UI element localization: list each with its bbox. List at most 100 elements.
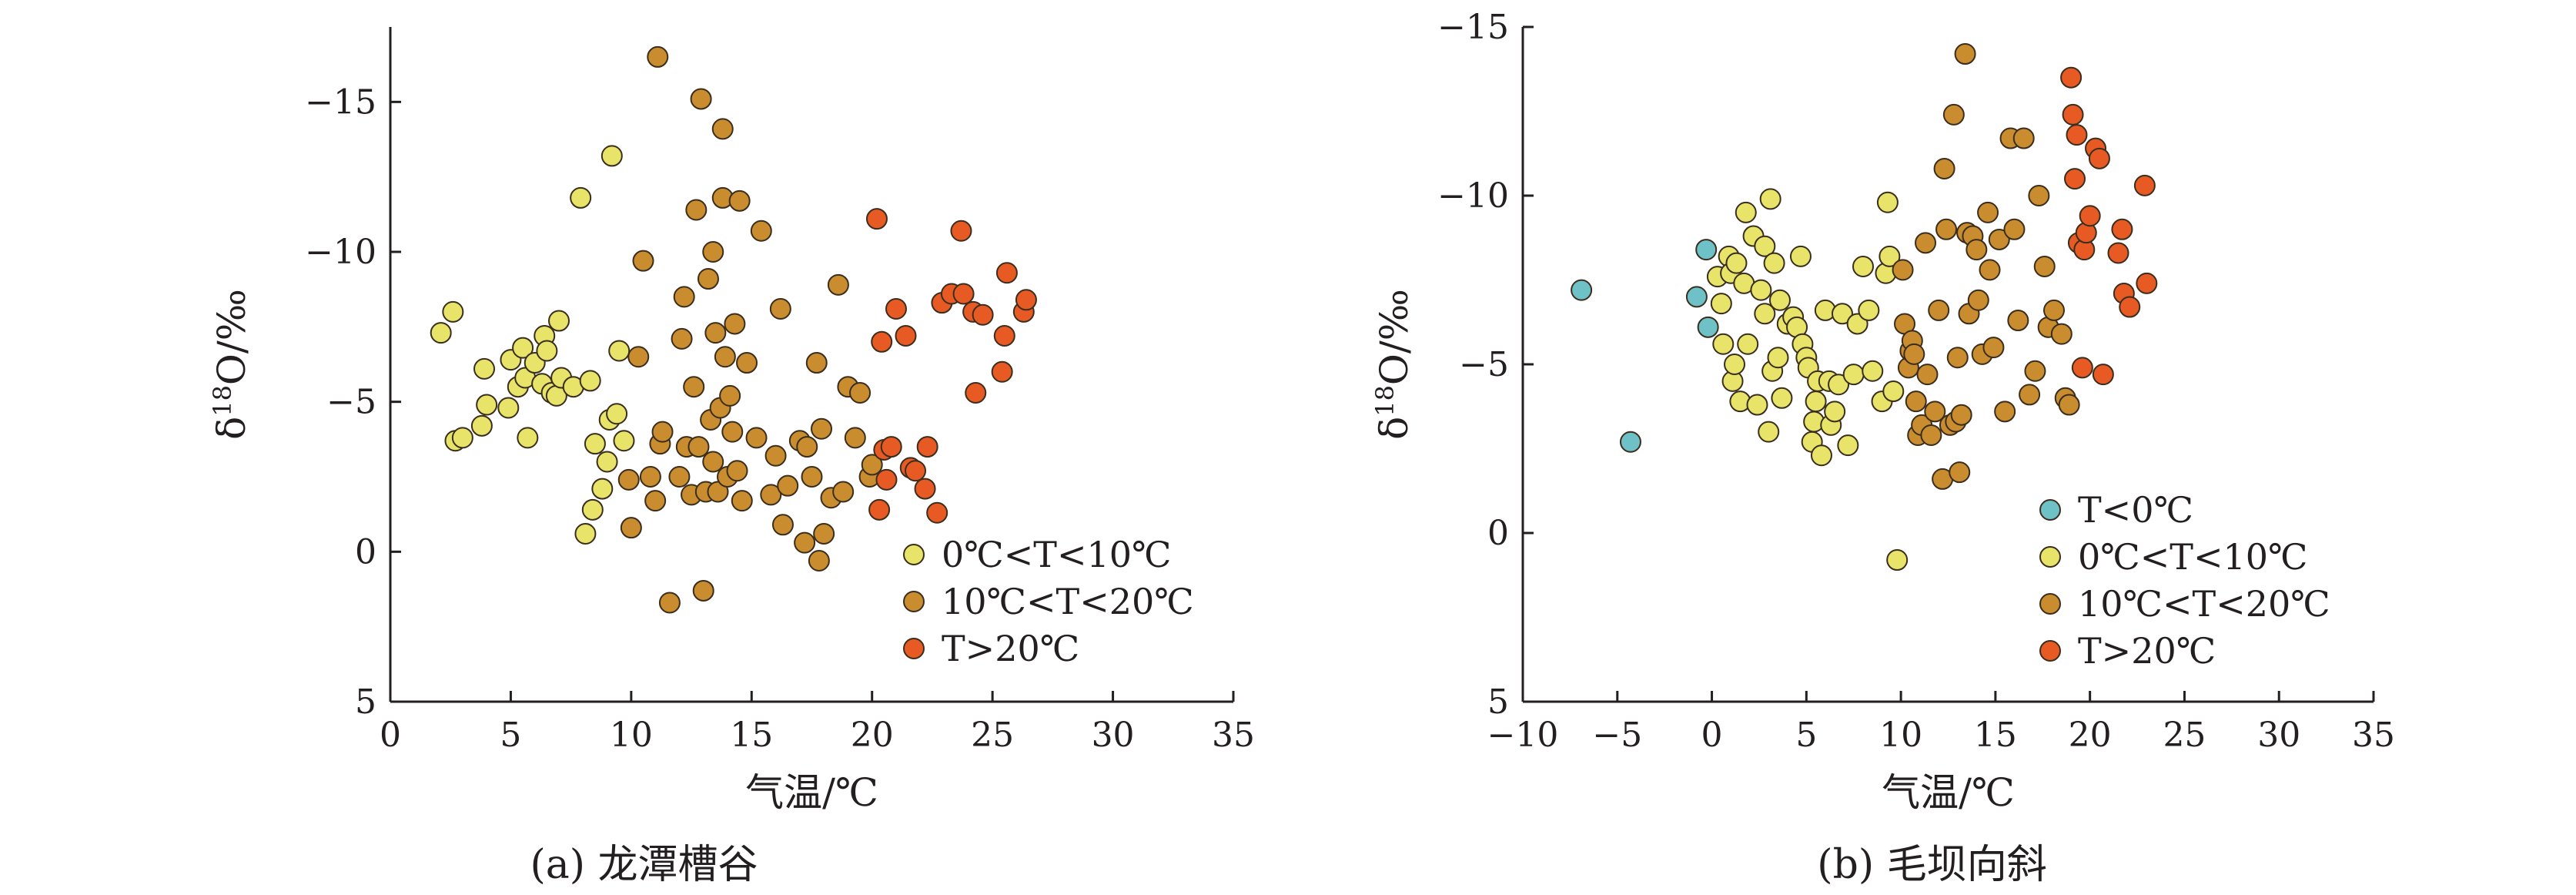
data-point <box>1754 303 1776 325</box>
data-point <box>570 186 592 209</box>
data-point <box>1837 434 1859 457</box>
data-point <box>745 427 768 449</box>
data-point <box>868 498 891 521</box>
data-point <box>1862 360 1884 382</box>
data-point <box>647 45 669 68</box>
data-point <box>808 550 830 572</box>
panel-b-title: (b) 毛坝向斜 <box>1817 842 2047 888</box>
data-point <box>1920 424 1942 446</box>
data-point <box>1015 289 1037 311</box>
data-point <box>2003 218 2026 240</box>
x-axis-label: 气温/℃ <box>1882 770 2015 815</box>
data-point <box>726 460 748 482</box>
data-point <box>714 346 736 368</box>
legend-marker <box>903 638 925 659</box>
series-group <box>2060 66 2158 386</box>
data-point <box>1789 245 1812 267</box>
x-tick-label: −5 <box>1592 716 1642 755</box>
data-point <box>608 340 631 362</box>
legend-label: 10℃<T<20℃ <box>942 581 1194 622</box>
data-point <box>1695 239 1718 261</box>
data-point <box>632 250 654 272</box>
data-point <box>2062 103 2084 126</box>
data-point <box>574 522 597 545</box>
data-point <box>1824 401 1846 423</box>
data-point <box>875 468 898 491</box>
legend-label: T<0℃ <box>2078 489 2193 531</box>
data-point <box>692 579 714 602</box>
data-point <box>1759 188 1781 210</box>
data-point <box>1994 401 2016 423</box>
x-tick-label: 15 <box>730 716 773 755</box>
data-point <box>627 346 650 368</box>
data-point <box>2060 66 2083 89</box>
data-point <box>697 268 719 290</box>
data-point <box>442 300 464 323</box>
data-point <box>916 436 938 458</box>
data-point <box>673 286 695 308</box>
data-point <box>764 444 787 467</box>
data-point <box>950 220 972 242</box>
data-point <box>880 436 902 458</box>
data-point <box>2024 360 2046 382</box>
data-point <box>1949 461 1971 484</box>
data-point <box>702 241 724 263</box>
data-point <box>769 297 791 320</box>
data-point <box>2007 310 2029 332</box>
data-point <box>1942 103 1965 126</box>
x-tick-label: −10 <box>1487 716 1559 755</box>
data-point <box>1965 239 1988 261</box>
data-point <box>1831 303 1853 325</box>
data-point <box>1858 299 1880 321</box>
legend-marker <box>2039 593 2061 615</box>
x-tick-label: 0 <box>1701 716 1723 755</box>
x-tick-label: 35 <box>1212 716 1255 755</box>
data-point <box>1988 228 2010 250</box>
data-point <box>668 466 691 488</box>
data-point <box>865 208 888 230</box>
series-group <box>1571 239 1719 453</box>
x-tick-label: 20 <box>2069 716 2112 755</box>
y-tick-label: −15 <box>1437 8 1509 47</box>
data-point <box>926 501 948 524</box>
data-point <box>591 478 614 500</box>
data-point <box>813 522 835 545</box>
y-axis-label: δ18O/‰ <box>1370 289 1417 440</box>
data-point <box>2119 296 2141 318</box>
x-tick-label: 35 <box>2352 716 2395 755</box>
legend-marker <box>2039 546 2061 568</box>
legend-marker <box>903 544 925 565</box>
x-tick-label: 0 <box>380 716 401 755</box>
data-point <box>683 376 705 398</box>
data-point <box>596 451 618 473</box>
y-tick-label: −10 <box>1437 176 1509 216</box>
series-group <box>1706 188 1909 572</box>
panel-a-title: (a) 龙潭槽谷 <box>530 842 758 888</box>
data-point <box>895 325 917 347</box>
data-point <box>728 189 751 212</box>
data-point <box>579 370 601 392</box>
data-point <box>1946 347 1969 369</box>
data-point <box>1882 380 1905 403</box>
data-point <box>1768 289 1791 311</box>
data-point <box>601 145 623 167</box>
data-point <box>671 327 693 350</box>
data-point <box>584 433 606 455</box>
data-point <box>760 484 782 506</box>
data-point <box>1754 235 1776 257</box>
data-point <box>1935 218 1958 240</box>
data-point <box>2092 364 2114 386</box>
legend-label: 0℃<T<10℃ <box>2078 536 2307 578</box>
data-point <box>811 417 833 440</box>
data-point <box>707 481 729 503</box>
legend-marker <box>2039 640 2061 662</box>
data-point <box>724 313 746 335</box>
data-point <box>849 381 871 404</box>
data-point <box>690 88 712 110</box>
data-point <box>1905 391 1927 413</box>
chart-a: 0 5 10 15 20 25 30 3550−5−10−15气温/℃δ18O/‰0℃<T<1… <box>208 27 1255 815</box>
y-tick-label: −5 <box>1459 345 1509 384</box>
data-point <box>536 340 558 362</box>
y-axis-label: δ18O/‰ <box>208 289 254 440</box>
y-tick-label: 5 <box>355 682 376 722</box>
